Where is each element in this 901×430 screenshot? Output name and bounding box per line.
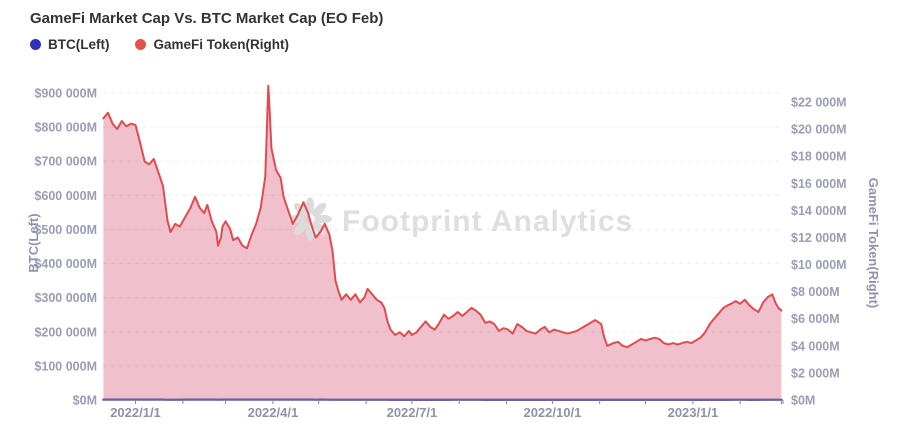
left-axis-tick-label: $600 000M	[34, 189, 97, 203]
right-axis-tick-label: $8 000M	[791, 285, 840, 299]
right-axis-title: GameFi Token(Right)	[866, 178, 881, 308]
right-axis-tick-label: $4 000M	[791, 339, 840, 353]
x-axis-tick-label: 2022/4/1	[248, 405, 299, 420]
left-axis-tick-label: $300 000M	[34, 291, 97, 305]
right-axis-tick-label: $18 000M	[791, 150, 847, 164]
watermark-text: Footprint Analytics	[342, 205, 633, 238]
legend-item-gamefi[interactable]: GameFi Token(Right)	[135, 37, 289, 52]
legend-dot-btc-icon	[30, 39, 41, 50]
left-axis-tick-label: $500 000M	[34, 223, 97, 237]
left-axis-title: BTC(Left)	[26, 213, 41, 272]
left-axis-tick-label: $700 000M	[34, 155, 97, 169]
left-axis-tick-label: $100 000M	[34, 359, 97, 373]
left-axis-tick-label: $400 000M	[34, 257, 97, 271]
x-axis-tick-label: 2023/1/1	[668, 405, 719, 420]
right-axis-tick-label: $12 000M	[791, 231, 847, 245]
chart-title: GameFi Market Cap Vs. BTC Market Cap (EO…	[30, 10, 384, 27]
watermark: Footprint Analytics	[288, 197, 633, 241]
left-axis-tick-label: $0M	[73, 394, 97, 408]
line-right	[102, 84, 783, 349]
legend-item-btc[interactable]: BTC(Left)	[30, 37, 109, 52]
x-axis-tick-label: 2022/1/1	[110, 405, 161, 420]
right-axis-tick-label: $16 000M	[791, 177, 847, 191]
right-axis-tick-label: $2 000M	[791, 366, 840, 380]
right-axis-tick-label: $22 000M	[791, 96, 847, 110]
left-axis-tick-label: $900 000M	[34, 87, 97, 101]
legend-label-gamefi: GameFi Token(Right)	[153, 37, 289, 52]
right-axis-tick-label: $20 000M	[791, 123, 847, 137]
legend: BTC(Left) GameFi Token(Right)	[30, 37, 289, 52]
right-axis-tick-label: $14 000M	[791, 204, 847, 218]
area-right	[103, 85, 782, 400]
legend-label-btc: BTC(Left)	[48, 37, 110, 52]
area-fills	[103, 85, 782, 400]
right-axis-tick-label: $0M	[791, 394, 815, 408]
right-axis-tick-label: $6 000M	[791, 312, 840, 326]
legend-dot-gamefi-icon	[135, 39, 147, 50]
left-axis-tick-label: $200 000M	[34, 325, 97, 339]
axes: $0M $100 000M $200 000M $300 000M $400 000M $…	[34, 87, 846, 421]
x-axis-tick-label: 2022/7/1	[387, 405, 438, 420]
left-axis-tick-label: $800 000M	[34, 121, 97, 135]
x-axis-tick-label: 2022/10/1	[523, 405, 581, 420]
right-axis-tick-label: $10 000M	[791, 258, 847, 272]
